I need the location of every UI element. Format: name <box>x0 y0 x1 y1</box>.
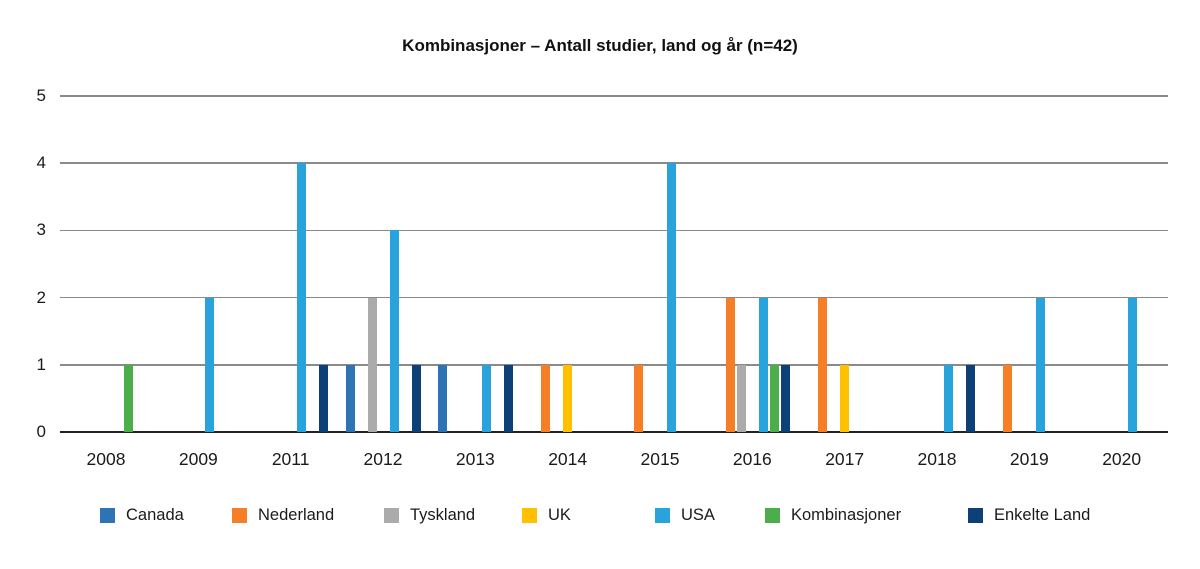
x-tick-label: 2019 <box>1009 449 1049 469</box>
legend-item-nederland: Nederland <box>232 503 334 527</box>
bar-canada <box>438 364 447 432</box>
legend-swatch-icon <box>522 507 537 523</box>
gridline <box>60 229 1168 232</box>
legend-swatch-icon <box>968 507 983 523</box>
legend-label: Canada <box>126 505 184 524</box>
y-tick-label: 2 <box>36 287 46 307</box>
x-tick-label: 2011 <box>271 449 310 469</box>
legend-label: Tyskland <box>410 505 476 524</box>
bar-enkelte-land <box>411 364 421 432</box>
bar-usa <box>297 163 307 432</box>
bar-usa <box>482 364 491 432</box>
bar-uk <box>840 364 850 432</box>
chart-title: Kombinasjoner – Antall studier, land og … <box>402 36 798 55</box>
bar-kombinasjoner <box>770 364 779 432</box>
gridline <box>60 162 1168 164</box>
legend-item-uk: UK <box>522 503 571 527</box>
bar-usa <box>1128 297 1138 432</box>
bar-nederland <box>541 364 551 432</box>
legend-swatch-icon <box>765 507 780 523</box>
legend-item-usa: USA <box>655 503 715 527</box>
y-tick-label: 0 <box>36 422 46 441</box>
y-tick-label: 5 <box>36 86 46 105</box>
x-tick-label: 2008 <box>86 449 126 469</box>
bar-enkelte-land <box>504 364 513 432</box>
bar-usa <box>759 297 768 432</box>
x-tick-label: 2016 <box>732 449 772 469</box>
legend-swatch-icon <box>384 507 399 523</box>
legend-swatch-icon <box>232 507 247 523</box>
bar-usa <box>1036 297 1045 432</box>
gridline <box>60 296 1168 299</box>
bar-usa <box>205 297 214 432</box>
x-tick-label: 2017 <box>825 449 865 469</box>
gridline <box>60 364 1168 366</box>
legend-swatch-icon <box>655 507 670 523</box>
legend-label: Enkelte Land <box>994 505 1091 524</box>
y-tick-label: 4 <box>36 153 46 173</box>
y-tick-label: 1 <box>36 354 46 374</box>
bar-usa <box>943 364 953 432</box>
x-tick-label: 2020 <box>1102 449 1142 469</box>
gridline <box>60 95 1168 97</box>
bar-usa <box>389 230 399 432</box>
legend-label: Kombinasjoner <box>791 505 902 524</box>
bar-enkelte-land <box>965 364 975 432</box>
bar-kombinasjoner <box>123 364 133 432</box>
y-tick-label: 3 <box>36 220 46 240</box>
x-tick-label: 2013 <box>455 449 495 469</box>
legend-label: Nederland <box>258 505 335 524</box>
x-tick-label: 2012 <box>363 449 403 469</box>
x-tick-label: 2015 <box>640 449 680 469</box>
bar-nederland <box>726 297 735 432</box>
bar-tyskland <box>737 364 746 432</box>
bar-usa <box>666 163 676 432</box>
legend-item-tyskland: Tyskland <box>384 503 475 527</box>
bar-nederland <box>1003 364 1012 432</box>
legend-swatch-icon <box>100 507 115 523</box>
bar-enkelte-land <box>781 364 790 432</box>
bar-tyskland <box>367 297 377 432</box>
bar-uk <box>563 364 573 432</box>
x-axis-line <box>60 430 1168 433</box>
legend-item-canada: Canada <box>100 503 184 527</box>
legend-label: UK <box>548 505 571 524</box>
legend-label: USA <box>681 505 715 524</box>
x-tick-label: 2009 <box>178 449 218 469</box>
legend: Canada Nederland Tyskland UK USA Kombinasjone… <box>0 503 1200 529</box>
bar-canada <box>345 364 355 432</box>
legend-item-enkelte-land: Enkelte Land <box>968 503 1090 527</box>
x-tick-label: 2018 <box>917 449 957 469</box>
bar-enkelte-land <box>319 364 329 432</box>
x-tick-label: 2014 <box>548 449 588 469</box>
legend-item-kombinasjoner: Kombinasjoner <box>765 503 901 527</box>
bar-nederland <box>633 364 643 432</box>
bar-nederland <box>818 297 828 432</box>
